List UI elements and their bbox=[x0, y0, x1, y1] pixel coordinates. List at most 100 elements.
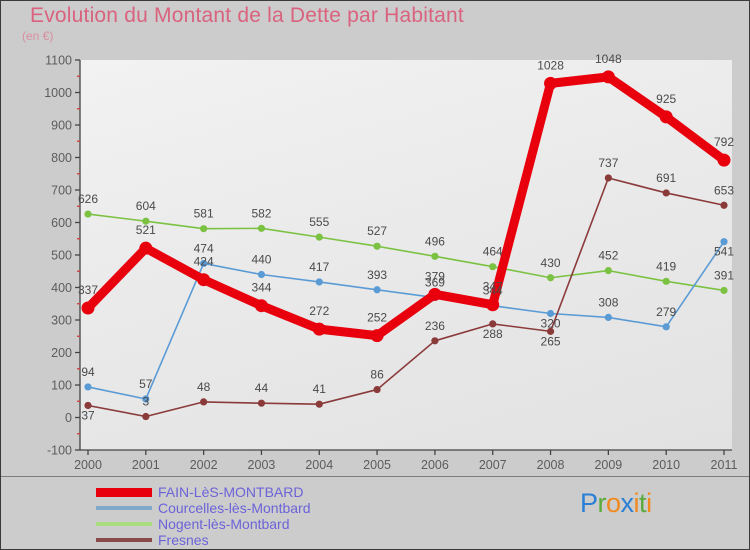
data-point[interactable] bbox=[604, 313, 612, 321]
y-axis-tick-label: 300 bbox=[51, 314, 72, 328]
data-point-label: 393 bbox=[367, 268, 387, 282]
data-point-label: 691 bbox=[656, 171, 676, 185]
data-point[interactable] bbox=[142, 412, 150, 421]
legend-item[interactable]: Fresnes bbox=[96, 532, 456, 548]
data-point[interactable] bbox=[200, 259, 208, 268]
legend-item[interactable]: FAIN-LèS-MONTBARD bbox=[96, 484, 456, 500]
data-point[interactable] bbox=[662, 277, 670, 285]
data-point-label: 288 bbox=[483, 327, 503, 341]
data-point[interactable] bbox=[486, 298, 500, 312]
data-point-label: 419 bbox=[656, 259, 676, 273]
logo-letter-r: r bbox=[597, 488, 607, 518]
logo-letter-o: o bbox=[606, 488, 621, 518]
data-point[interactable] bbox=[546, 327, 555, 335]
data-point[interactable] bbox=[717, 153, 731, 167]
data-point[interactable] bbox=[200, 225, 208, 233]
data-point-label: 581 bbox=[194, 207, 214, 221]
data-point[interactable] bbox=[257, 399, 266, 407]
data-point[interactable] bbox=[544, 76, 558, 90]
data-point-label: 41 bbox=[313, 382, 327, 396]
legend-swatch bbox=[96, 487, 152, 497]
data-point[interactable] bbox=[720, 201, 728, 209]
data-point[interactable] bbox=[604, 174, 612, 182]
data-point[interactable] bbox=[373, 286, 381, 294]
data-point[interactable] bbox=[81, 301, 95, 315]
y-axis-tick-label: 1000 bbox=[44, 86, 72, 100]
y-axis-tick-label: 0 bbox=[65, 411, 72, 425]
data-point[interactable] bbox=[197, 273, 211, 287]
data-point[interactable] bbox=[315, 400, 323, 408]
data-point[interactable] bbox=[720, 238, 728, 246]
data-point-label: 265 bbox=[541, 334, 561, 348]
y-axis-tick-label: -100 bbox=[47, 444, 72, 458]
data-point-label: 57 bbox=[139, 377, 153, 391]
data-point-label: 344 bbox=[251, 281, 271, 295]
x-axis-tick-label: 2007 bbox=[479, 458, 507, 472]
x-axis-tick-label: 2004 bbox=[305, 458, 333, 472]
data-point[interactable] bbox=[142, 395, 150, 403]
y-axis-tick-label: 400 bbox=[51, 281, 72, 295]
data-point-label: 1048 bbox=[595, 52, 622, 66]
y-axis-tick-label: 200 bbox=[51, 346, 72, 360]
data-point[interactable] bbox=[546, 274, 555, 282]
series-line bbox=[87, 177, 725, 418]
legend-label: Nogent-lès-Montbard bbox=[158, 516, 290, 532]
data-point-label: 496 bbox=[425, 234, 445, 248]
data-point-label: 320 bbox=[541, 317, 561, 331]
data-point[interactable] bbox=[84, 401, 92, 410]
data-point[interactable] bbox=[142, 217, 150, 225]
data-point[interactable] bbox=[139, 241, 153, 255]
data-point[interactable] bbox=[312, 322, 326, 336]
data-point-label: 464 bbox=[483, 245, 503, 259]
data-point-label: 1028 bbox=[537, 58, 564, 72]
data-point[interactable] bbox=[601, 70, 615, 84]
data-point-label: 272 bbox=[309, 304, 329, 318]
y-axis-tick-label: 700 bbox=[51, 184, 72, 198]
data-point-label: 582 bbox=[251, 206, 271, 220]
data-point[interactable] bbox=[431, 252, 439, 260]
data-point[interactable] bbox=[720, 286, 728, 295]
data-point[interactable] bbox=[200, 398, 208, 406]
legend-label: Courcelles-lès-Montbard bbox=[158, 500, 311, 516]
data-point[interactable] bbox=[431, 337, 439, 345]
data-point-label: 44 bbox=[255, 381, 269, 395]
data-point-label: 527 bbox=[367, 224, 387, 238]
footer-divider bbox=[1, 476, 749, 477]
x-axis-tick-label: 2005 bbox=[363, 458, 391, 472]
data-point[interactable] bbox=[254, 299, 268, 313]
data-point-label: 347 bbox=[483, 280, 503, 294]
data-point[interactable] bbox=[84, 210, 92, 218]
data-point-label: 37 bbox=[81, 408, 95, 422]
plot-background bbox=[80, 60, 732, 450]
data-point-label: 308 bbox=[598, 295, 618, 309]
data-point-label: 474 bbox=[194, 241, 214, 255]
data-point[interactable] bbox=[489, 263, 497, 271]
data-point[interactable] bbox=[257, 224, 266, 232]
data-point[interactable] bbox=[84, 383, 92, 391]
page-title: Evolution du Montant de la Dette par Hab… bbox=[30, 4, 464, 27]
data-point[interactable] bbox=[315, 233, 323, 241]
data-point-label: 737 bbox=[598, 156, 618, 170]
data-point-label: 925 bbox=[656, 92, 676, 106]
legend-item[interactable]: Courcelles-lès-Montbard bbox=[96, 500, 456, 516]
legend-item[interactable]: Nogent-lès-Montbard bbox=[96, 516, 456, 532]
y-axis-tick-label: 100 bbox=[51, 379, 72, 393]
y-axis-tick-label: 1100 bbox=[45, 54, 72, 68]
data-point[interactable] bbox=[370, 329, 384, 343]
data-point-label: 792 bbox=[714, 135, 734, 149]
data-point[interactable] bbox=[662, 323, 670, 331]
data-point[interactable] bbox=[315, 278, 323, 286]
data-point[interactable] bbox=[489, 320, 497, 328]
data-point[interactable] bbox=[257, 270, 266, 279]
data-point[interactable] bbox=[604, 267, 612, 275]
data-point[interactable] bbox=[373, 385, 381, 394]
data-point[interactable] bbox=[662, 189, 670, 197]
x-axis-tick-label: 2009 bbox=[594, 458, 622, 472]
y-axis-tick-label: 900 bbox=[51, 119, 72, 133]
data-point[interactable] bbox=[428, 287, 442, 301]
data-point[interactable] bbox=[546, 309, 555, 318]
x-axis-tick-label: 2000 bbox=[74, 458, 102, 472]
logo-letter-p: P bbox=[580, 488, 598, 518]
data-point[interactable] bbox=[659, 110, 673, 124]
data-point[interactable] bbox=[373, 242, 381, 250]
